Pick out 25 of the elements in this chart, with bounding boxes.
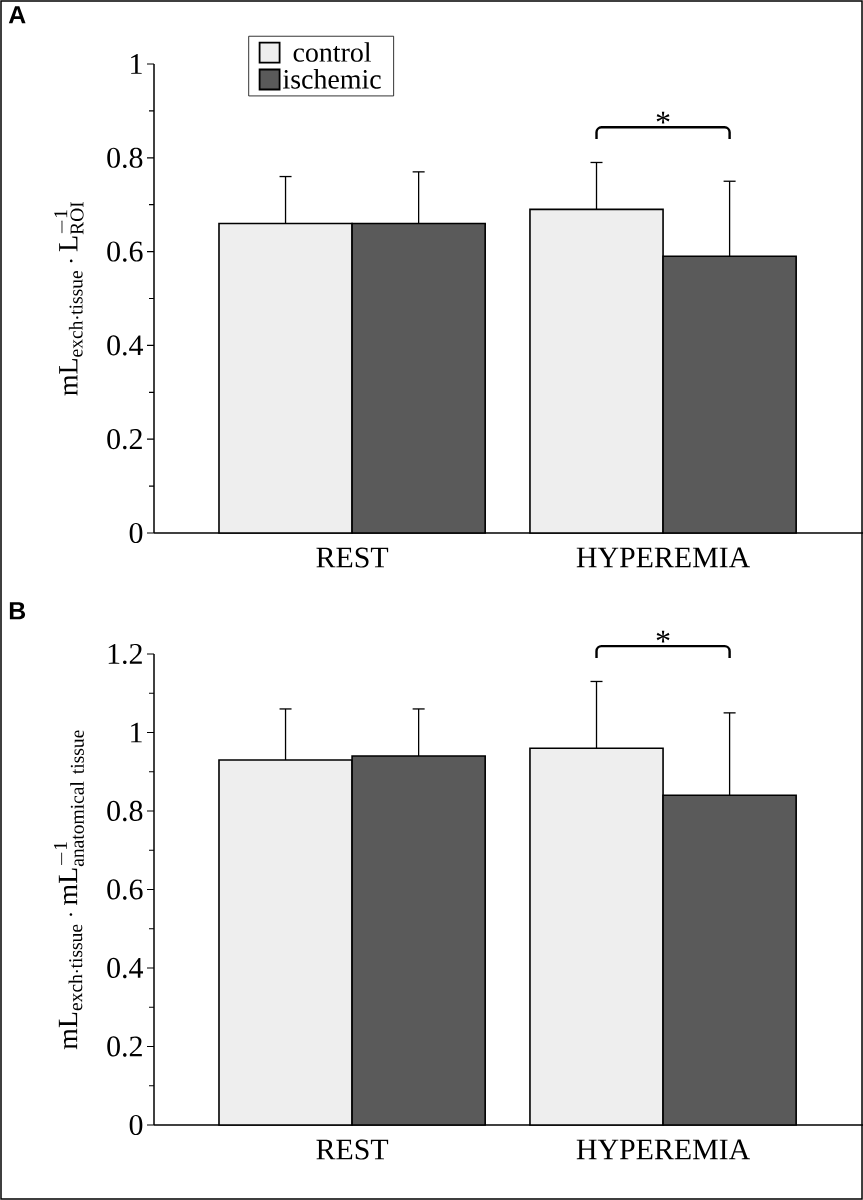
y-axis-title: $\mathrm{mL_{exch\cdot tissue}\cdot mL_{anatomical\ tissue}^{-1}}$ <box>53 730 84 1050</box>
y-tick-label: 0.4 <box>107 335 144 356</box>
x-tick-label: REST <box>316 1139 389 1160</box>
y-tick-label: 0.8 <box>107 147 143 168</box>
y-tick-label: 0.6 <box>107 241 143 262</box>
y-tick-label: 1 <box>131 722 142 743</box>
legend-label: ischemic <box>283 69 381 89</box>
y-tick-label: 0.6 <box>107 879 143 900</box>
y-tick-label: 0.2 <box>107 1036 142 1057</box>
y-tick-label: 1.2 <box>108 643 142 665</box>
chart-title: A <box>8 6 26 24</box>
x-tick-label: REST <box>316 547 389 568</box>
y-tick-label: 0 <box>129 522 143 544</box>
x-tick-label: HYPEREMIA <box>576 1139 750 1160</box>
chart-title: B <box>9 602 26 620</box>
annotation: * <box>656 111 670 124</box>
y-axis-title: $\mathrm{mL_{exch\cdot tissue}\cdot L_{ROI}^{-1}}$ <box>54 201 84 396</box>
y-tick-label: 0.2 <box>107 429 142 450</box>
y-tick-label: 0 <box>129 1114 143 1136</box>
x-tick-label: HYPEREMIA <box>576 547 750 568</box>
y-tick-label: 0.8 <box>107 800 143 822</box>
text: * <box>656 630 670 643</box>
legend-label: control <box>293 42 372 62</box>
y-tick-label: 0.4 <box>107 957 144 979</box>
y-tick-label: 1 <box>131 54 142 74</box>
